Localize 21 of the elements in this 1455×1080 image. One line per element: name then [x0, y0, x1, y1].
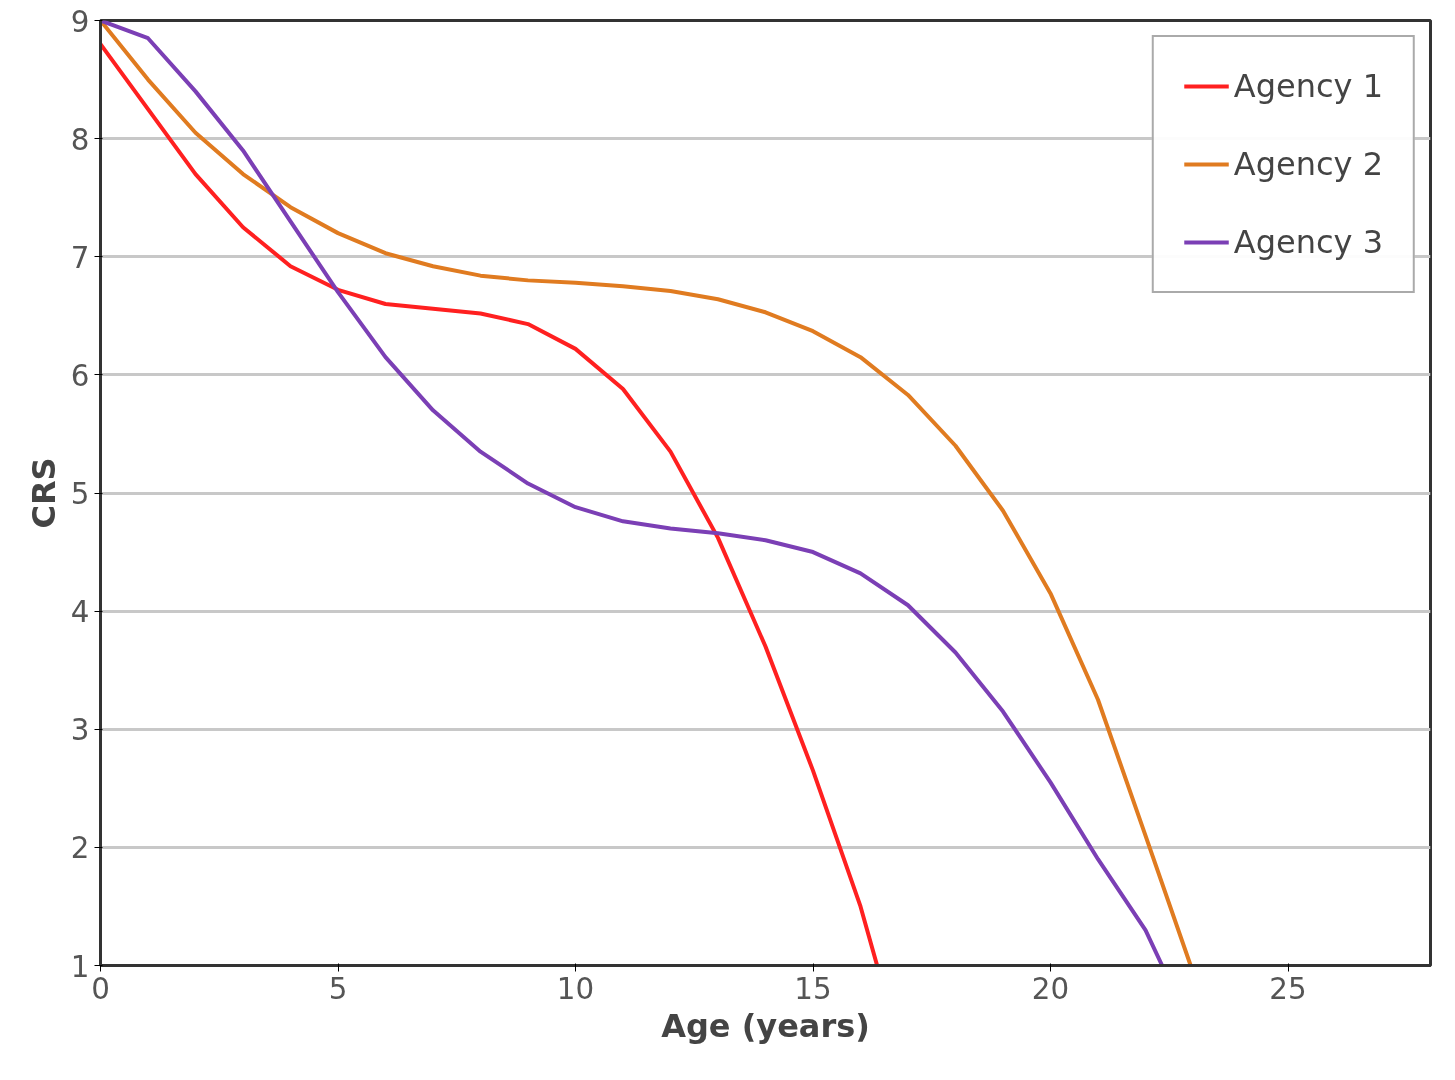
y-tick-label: 4	[70, 595, 90, 630]
x-tick-label: 25	[1269, 971, 1307, 1006]
y-tick-label: 6	[70, 358, 90, 393]
x-tick-label: 20	[1031, 971, 1070, 1006]
y-tick-label: 9	[70, 4, 90, 39]
legend-label: Agency 2	[1233, 145, 1383, 183]
y-axis-title: CRS	[24, 457, 63, 529]
x-tick-label: 15	[794, 971, 832, 1006]
y-tick-label: 3	[70, 713, 90, 748]
line-series	[100, 42, 880, 966]
y-tick-label: 2	[70, 831, 90, 866]
x-tick-label: 10	[556, 971, 595, 1006]
x-tick-label: 5	[328, 971, 348, 1006]
y-tick-label: 7	[70, 240, 90, 275]
y-tick-label: 5	[70, 477, 90, 511]
y-tick-label: 8	[70, 122, 90, 157]
y-tick-label: 1	[70, 949, 90, 984]
legend-label: Agency 1	[1233, 67, 1383, 105]
legend-label: Agency 3	[1233, 223, 1383, 261]
x-tick-label: 0	[91, 971, 110, 1006]
x-axis-title: Age (years)	[661, 1006, 870, 1045]
